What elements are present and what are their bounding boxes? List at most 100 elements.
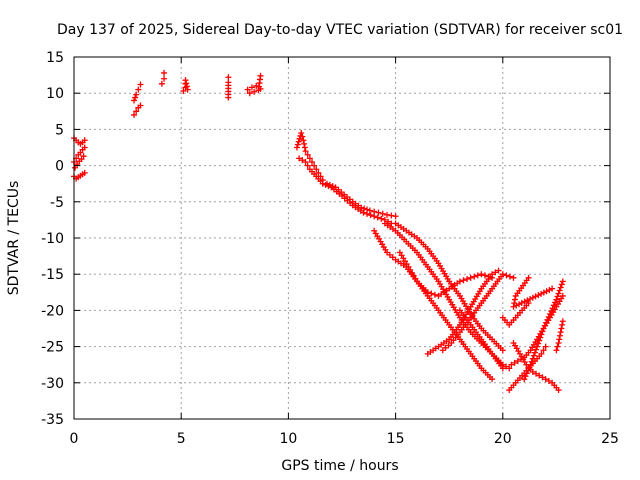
y-tick-label: -30 (41, 376, 64, 392)
data-point (456, 278, 463, 285)
data-point (531, 349, 538, 356)
x-tick-label: 15 (387, 431, 405, 447)
chart-title: Day 137 of 2025, Sidereal Day-to-day VTE… (57, 22, 623, 38)
data-point (499, 347, 506, 354)
data-point (253, 82, 260, 89)
data-point (529, 355, 536, 362)
series-arc-17h-rise (439, 271, 517, 354)
data-point (299, 133, 306, 140)
data-point (296, 155, 303, 162)
data-point (536, 337, 543, 344)
data-point (526, 364, 533, 371)
y-tick-label: 15 (46, 50, 64, 66)
series-early-arc-a (71, 135, 88, 147)
data-point (158, 80, 165, 87)
data-point (530, 352, 537, 359)
data-point (510, 274, 517, 281)
data-point (546, 311, 553, 318)
data-point (460, 277, 467, 284)
data-point (555, 387, 562, 394)
data-point (556, 287, 563, 294)
data-point (557, 284, 564, 291)
data-point (133, 91, 140, 98)
x-axis-label: GPS time / hours (281, 458, 398, 474)
data-point (298, 130, 305, 137)
data-point (499, 365, 506, 372)
data-point (304, 151, 311, 158)
series-arc-4h (158, 69, 168, 87)
data-point (492, 269, 499, 276)
data-point (527, 296, 534, 303)
data-point (464, 276, 471, 283)
data-point (556, 332, 563, 339)
data-point (523, 370, 530, 377)
data-point (183, 83, 190, 90)
data-point (183, 80, 190, 87)
data-point (180, 88, 187, 95)
data-point (131, 97, 138, 104)
data-point (532, 293, 539, 300)
y-tick-label: -25 (41, 340, 64, 356)
data-point (550, 302, 557, 309)
data-point (311, 162, 318, 169)
data-point (132, 94, 139, 101)
data-point (555, 290, 562, 297)
data-point (541, 322, 548, 329)
data-point (554, 343, 561, 350)
data-point (137, 102, 144, 109)
data-point (360, 209, 367, 216)
data-point (525, 300, 532, 307)
data-point (540, 347, 547, 354)
x-tick-label: 25 (601, 431, 619, 447)
data-point (302, 158, 309, 165)
data-point (533, 346, 540, 353)
data-point (489, 271, 496, 278)
data-point (543, 319, 550, 326)
series-arc-16h-rise-a (396, 249, 496, 299)
data-point (467, 274, 474, 281)
data-point (424, 289, 431, 296)
data-point (81, 169, 88, 176)
data-point (535, 340, 542, 347)
data-point (81, 137, 88, 144)
series-arc-3h-a (131, 81, 144, 104)
data-point (512, 292, 519, 299)
data-point (384, 211, 391, 218)
data-point (539, 328, 546, 335)
data-point (161, 69, 168, 76)
data-point (536, 372, 543, 379)
data-point (506, 273, 513, 280)
data-point (306, 155, 313, 162)
data-point (301, 144, 308, 151)
data-point (81, 144, 88, 151)
series-arc-20h (499, 300, 532, 328)
data-point (513, 302, 520, 309)
data-point (542, 376, 549, 383)
data-point (131, 111, 138, 118)
data-point (510, 303, 517, 310)
data-point (554, 293, 561, 300)
data-point (248, 84, 255, 91)
data-point (428, 290, 435, 297)
data-point (553, 347, 560, 354)
data-point (300, 137, 307, 144)
data-point (371, 213, 378, 220)
data-point (319, 180, 326, 187)
data-point (80, 153, 87, 160)
data-point (379, 210, 386, 217)
data-point (545, 377, 552, 384)
series-arc-22h-right (553, 318, 566, 354)
data-point (308, 158, 315, 165)
data-point (304, 162, 311, 169)
data-point (244, 86, 251, 93)
data-point (545, 313, 552, 320)
y-tick-label: -15 (41, 267, 64, 283)
data-point (552, 299, 559, 306)
data-point (544, 316, 551, 323)
data-point (366, 207, 373, 214)
data-point (506, 365, 513, 372)
data-point (367, 212, 374, 219)
data-point (225, 74, 232, 81)
data-point (478, 271, 485, 278)
